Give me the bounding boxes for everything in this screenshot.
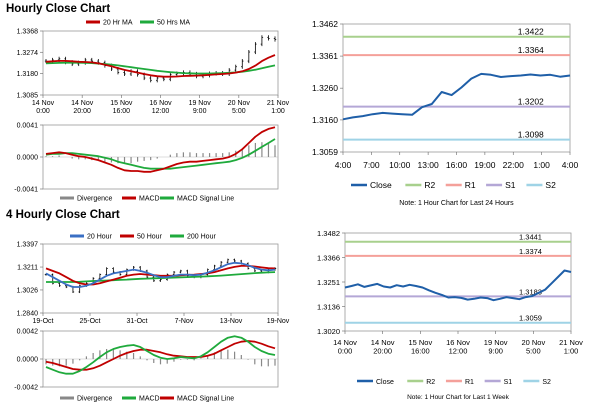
hourly-price-legend-label-1: 50 Hrs MA: [157, 20, 190, 27]
hourly-macd-legend-label-0: Divergence: [77, 196, 113, 203]
hourly-macd-legend-label-2: MACD Signal Line: [177, 196, 234, 203]
hourly_pivot-xtick-label: 10:00: [389, 160, 411, 170]
4hourly-macd-legend-label-1: MACD: [139, 396, 160, 403]
hourly_price-xtick-label: 19 Nov 9:00: [189, 100, 212, 115]
4hourly_pivot-xtick-label: 15 Nov 16:00: [408, 338, 432, 356]
hourly_pivot-note: Note: 1 Hour Chart for Last 24 Hours: [399, 200, 514, 207]
hourly_pivot-ytick-label: 1.3260: [312, 83, 338, 93]
hourly_pivot-xtick-label: 16:00: [446, 160, 468, 170]
hourly_price-xtick-label: 21 Nov 1:00: [267, 100, 290, 115]
hourly_pivot-level-label-s1: 1.3202: [518, 97, 544, 107]
hourly_pivot-ytick-label: 1.3361: [312, 51, 338, 61]
4hourly_pivot-xtick-label: 20 Nov 5:00: [521, 338, 545, 356]
hourly_macd-ytick-label: 0.0041: [17, 123, 39, 130]
4hourly_pivot-close-line: [344, 269, 572, 302]
4hourly_pivot-level-label-r1: 1.3374: [519, 247, 542, 256]
4hourly_price-frame: [42, 243, 279, 314]
4hourly_price-xtick-label: 13-Nov: [220, 318, 243, 325]
hourly_pivot-ytick-label: 1.3059: [312, 147, 338, 157]
hourly_price-xtick-label: 15 Nov 16:00: [110, 100, 133, 115]
4hourly_macd-ytick-label: 0.0000: [17, 357, 39, 364]
4hourly_price-xtick-label: 7-Nov: [175, 318, 194, 325]
4hourly_price-xtick-label: 19-Oct: [32, 318, 53, 325]
4hourly_macd-macd-line: [45, 335, 276, 375]
4hourly-price-legend-label-0: 20 Hour: [87, 234, 113, 241]
4hourly_price-xtick-label: 31-Oct: [126, 318, 147, 325]
4hourly_price-ytick-label: 1.2840: [17, 311, 39, 318]
hourly_macd-signal-line: [45, 138, 276, 170]
4hourly_pivot-ytick-label: 1.3020: [317, 327, 340, 336]
4hourly_price-ytick-label: 1.3211: [17, 265, 38, 272]
hourly_pivot-level-label-s2: 1.3098: [518, 130, 544, 140]
4hourly_pivot-xtick-label: 14 Nov 20:00: [371, 338, 395, 356]
4hourly_pivot-ytick-label: 1.3136: [317, 302, 340, 311]
4hourly-section-title: 4 Hourly Close Chart: [6, 209, 120, 221]
hourly_pivot-ytick-label: 1.3160: [312, 115, 338, 125]
hourly_price-ma20-line: [45, 54, 276, 78]
hourly_price-xtick-label: 14 Nov 20:00: [71, 100, 94, 115]
4hourly_pivot-legend-label-2: R1: [465, 379, 474, 386]
hourly_pivot-xtick-label: 19:00: [474, 160, 496, 170]
4hourly_pivot-level-label-r2: 1.3441: [519, 233, 542, 242]
4hourly_price-ytick-label: 1.3397: [17, 242, 39, 249]
4hourly-macd-legend-label-0: Divergence: [77, 396, 113, 403]
hourly_pivot-close-line: [342, 72, 571, 121]
hourly_price-xtick-label: 16 Nov 12:00: [149, 100, 172, 115]
4hourly_pivot-legend-label-4: S2: [542, 379, 551, 386]
4hourly_pivot-legend-label-3: S1: [504, 379, 513, 386]
4hourly_macd-ytick-label: 0.0042: [17, 329, 39, 336]
4hourly-macd-legend-label-2: MACD Signal Line: [177, 396, 234, 403]
hourly_price-xtick-label: 20 Nov 5:00: [228, 100, 251, 115]
hourly-section-title: Hourly Close Chart: [6, 3, 111, 15]
hourly_pivot-legend-label-1: R2: [424, 180, 435, 190]
hourly_price-ytick-label: 1.3180: [17, 71, 39, 78]
4hourly_pivot-level-label-s2: 1.3059: [519, 314, 542, 323]
hourly_pivot-legend-label-3: S1: [505, 180, 516, 190]
4hourly_price-xtick-label: 19-Nov: [267, 318, 290, 325]
4hourly_macd-signal-line: [45, 340, 276, 371]
hourly_price-ytick-label: 1.3085: [17, 93, 39, 100]
hourly_pivot-ytick-label: 1.3462: [312, 19, 338, 29]
hourly_price-ytick-label: 1.3368: [17, 29, 39, 36]
hourly_pivot-xtick-label: 4:00: [335, 160, 352, 170]
4hourly-price-legend-label-2: 200 Hour: [187, 234, 216, 241]
4hourly_pivot-note: Note: 1 Hour Chart for Last 1 Week: [407, 394, 510, 401]
hourly_pivot-xtick-label: 13:00: [417, 160, 439, 170]
4hourly_pivot-xtick-label: 21 Nov 1:00: [559, 338, 583, 356]
4hourly_pivot-ytick-label: 1.3251: [317, 278, 340, 287]
hourly_macd-macd-line: [45, 126, 276, 173]
hourly_pivot-legend-label-4: S2: [545, 180, 556, 190]
hourly_price-xtick-label: 14 Nov 0:00: [32, 100, 55, 115]
hourly-price-legend-label-0: 20 Hr MA: [103, 20, 133, 27]
hourly_pivot-level-label-r2: 1.3422: [518, 27, 544, 37]
4hourly_price-ma20-line: [45, 261, 276, 288]
4hourly_pivot-legend-label-0: Close: [376, 379, 394, 386]
4hourly_pivot-ytick-label: 1.3482: [317, 229, 340, 238]
4hourly_pivot-xtick-label: 16 Nov 12:00: [446, 338, 470, 356]
4hourly_macd-ytick-label: -0.0042: [14, 385, 38, 392]
hourly-macd-legend-label-1: MACD: [139, 196, 160, 203]
4hourly_pivot-level-label-s1: 1.3183: [519, 287, 542, 296]
hourly_macd-ytick-label: 0.0000: [17, 155, 39, 162]
4hourly_price-ytick-label: 1.3026: [17, 287, 39, 294]
hourly_pivot-level-label-r1: 1.3364: [518, 45, 544, 55]
4hourly_pivot-legend-label-1: R2: [426, 379, 435, 386]
hourly_pivot-xtick-label: 4:00: [562, 160, 579, 170]
hourly_pivot-xtick-label: 22:00: [503, 160, 525, 170]
4hourly_pivot-ytick-label: 1.3366: [317, 254, 340, 263]
hourly_macd-ytick-label: -0.0041: [14, 187, 38, 194]
4hourly_pivot-xtick-label: 19 Nov 9:00: [484, 338, 508, 356]
4hourly-price-legend-label-1: 50 Hour: [137, 234, 163, 241]
hourly_pivot-legend-label-0: Close: [370, 180, 392, 190]
hourly_pivot-xtick-label: 7:00: [363, 160, 380, 170]
4hourly_price-ma50-line: [45, 264, 276, 286]
4hourly_price-xtick-label: 25-Oct: [79, 318, 100, 325]
4hourly_pivot-xtick-label: 14 Nov 0:00: [333, 338, 357, 356]
hourly_pivot-xtick-label: 1:00: [533, 160, 550, 170]
4hourly_price-ma200-line: [46, 271, 276, 283]
hourly_pivot-legend-label-2: R1: [465, 180, 476, 190]
hourly_price-ytick-label: 1.3274: [17, 50, 39, 57]
